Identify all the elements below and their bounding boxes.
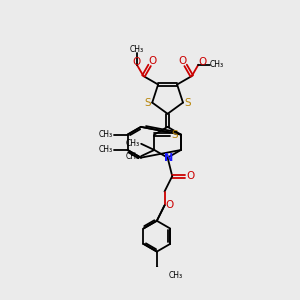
Text: CH₃: CH₃: [126, 139, 140, 148]
Text: O: O: [198, 57, 206, 68]
Text: S: S: [172, 130, 178, 140]
Text: CH₃: CH₃: [130, 45, 144, 54]
Text: CH₃: CH₃: [126, 152, 140, 161]
Text: S: S: [144, 98, 151, 108]
Text: S: S: [184, 98, 191, 108]
Text: O: O: [166, 200, 174, 210]
Text: O: O: [187, 171, 195, 181]
Text: O: O: [133, 57, 141, 67]
Text: O: O: [148, 56, 156, 66]
Text: N: N: [164, 153, 173, 163]
Text: CH₃: CH₃: [98, 146, 112, 154]
Text: CH₃: CH₃: [98, 130, 112, 139]
Text: CH₃: CH₃: [210, 60, 224, 69]
Text: O: O: [179, 56, 187, 66]
Text: CH₃: CH₃: [169, 271, 183, 280]
